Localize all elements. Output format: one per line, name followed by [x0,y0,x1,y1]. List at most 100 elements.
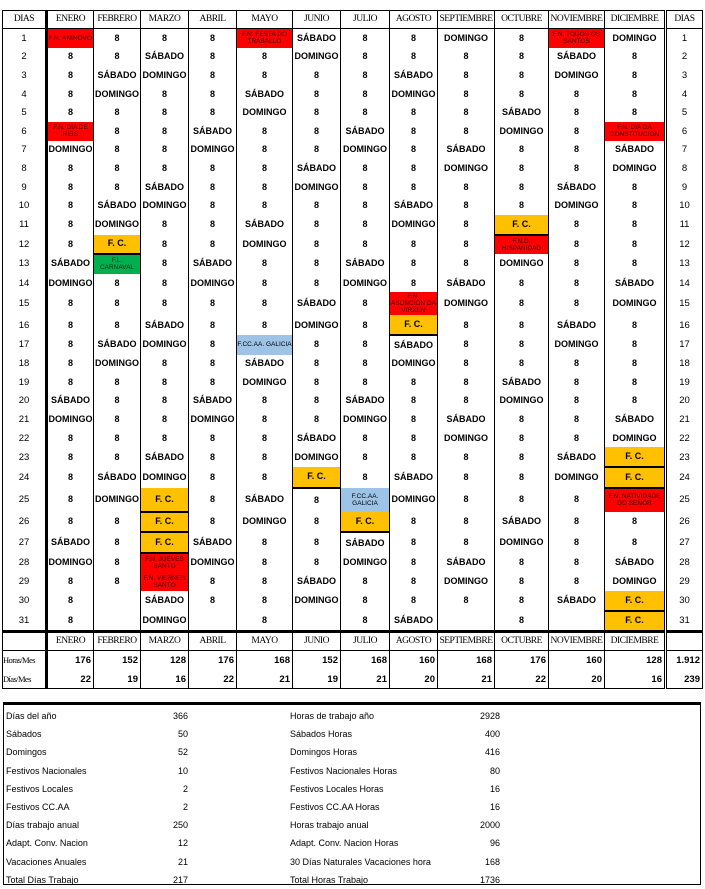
day-cell: SÁBADO [389,610,438,632]
day-cell: DOMINGO [292,591,341,611]
day-cell: 8 [340,334,390,355]
month-header-row: DIAS ENERO FEBRERO MARZO ABRIL MAYO JUNIO JULIO… [2,10,703,29]
day-cell: 8 [140,410,189,429]
day-cell: 8 [45,159,94,178]
day-cell: DOMINGO [93,354,141,374]
day-row: 30 8 SÁBADO 8 8 DOMINGO 8 8 8 8 SÁBADO F. C. 30 [2,591,703,612]
day-cell: DOMINGO [604,28,667,48]
day-cell: SÁBADO [340,121,390,141]
day-cell: DOMINGO [389,487,438,512]
day-row: 18 8 DOMINGO 8 8 SÁBADO 8 8 DOMINGO 8 8 8 8 18 [2,354,703,374]
day-cell: 8 [45,177,94,197]
day-cell: SÁBADO [292,292,341,316]
summary-label: Festivos CC.AA Horas [290,802,380,812]
day-number: 26 [2,511,47,533]
day-cell: 8 [340,66,390,85]
day-cell: 8 [494,66,549,85]
dias-value: 22 [494,669,549,690]
day-cell [188,610,237,632]
day-cell: 8 [188,66,237,85]
summary-value: 50 [177,729,188,740]
day-number: 7 [665,140,703,160]
day-cell: DOMINGO [494,532,549,553]
day-cell [548,610,605,632]
local-holiday-cell: F.L. CARNAVAL [93,254,141,274]
day-cell: DOMINGO [140,610,189,632]
day-cell: SÁBADO [236,487,293,512]
summary-label: Adapt. Conv. Nacion [6,838,88,849]
day-cell: SÁBADO [140,315,189,335]
day-cell: 8 [236,447,293,468]
day-cell: DOMINGO [292,47,341,67]
day-cell: 8 [437,354,495,374]
day-cell: 8 [437,391,495,411]
summary-value: 217 [172,874,188,885]
day-cell: DOMINGO [340,273,390,293]
company-holiday-cell: F. C. [292,467,341,489]
dias-value: 21 [437,669,495,690]
day-cell: 8 [140,428,189,448]
day-cell: 8 [236,66,293,85]
day-cell: 8 [389,254,438,274]
day-cell: DOMINGO [494,254,549,274]
day-cell: 8 [140,391,189,411]
day-cell: SÁBADO [93,196,141,215]
day-cell: 8 [188,467,237,488]
day-cell: DOMINGO [140,196,189,215]
day-cell: 8 [340,177,390,197]
month-header: OCTUBRE [494,630,549,652]
horas-value: 128 [604,650,667,670]
day-cell: 8 [389,121,438,141]
national-holiday-cell: F.N.D. HISPANIDAD [494,234,549,255]
summary-value: 52 [177,747,188,758]
day-cell: 8 [140,121,189,141]
horas-value: 128 [140,650,189,670]
day-cell: DOMINGO [494,391,549,411]
day-cell: 8 [604,315,667,335]
day-cell: SÁBADO [236,84,293,104]
regional-holiday-cell: F.CC.AA. GALICIA [236,334,293,355]
day-cell: 8 [188,447,237,468]
day-number: 18 [665,354,703,374]
day-cell: SÁBADO [494,373,549,392]
day-number: 30 [2,591,47,611]
national-holiday-cell: F.N. FESTA DO TRABALLO [236,28,293,48]
day-cell: 8 [45,84,94,104]
day-cell: 8 [389,47,438,67]
summary-value: 2 [182,802,188,812]
day-cell: 8 [340,47,390,67]
day-cell: DOMINGO [548,196,605,215]
day-cell: 8 [494,447,549,468]
day-cell: 8 [140,214,189,235]
day-cell: DOMINGO [340,552,390,573]
day-number: 23 [665,447,703,468]
day-cell: 8 [548,234,605,255]
day-cell: 8 [236,410,293,429]
day-cell: 8 [604,334,667,355]
month-header: ABRIL [188,630,237,652]
day-cell: 8 [548,273,605,293]
day-cell: 8 [292,410,341,429]
day-number: 4 [2,84,47,104]
day-cell: 8 [45,591,94,611]
day-cell: 8 [140,140,189,160]
day-cell: SÁBADO [45,391,94,411]
summary-label: Días del año [6,711,57,721]
summary-value: 2000 [479,820,500,831]
horas-value: 168 [236,650,293,670]
day-row: 16 8 8 SÁBADO 8 8 DOMINGO 8 F. C. 8 8 SÁBADO 8 16 [2,315,703,336]
day-cell: DOMINGO [548,467,605,488]
day-row: 26 8 8 F. C. 8 DOMINGO 8 F. C. 8 8 SÁBADO 8 8 26 [2,511,703,534]
day-cell: 8 [389,140,438,160]
day-cell: 8 [437,103,495,122]
company-holiday-cell: F. C. [140,511,189,534]
day-cell: 8 [437,196,495,215]
day-cell: SÁBADO [548,177,605,197]
day-cell: 8 [548,214,605,235]
day-cell: DOMINGO [236,373,293,392]
day-cell: 8 [340,214,390,235]
day-cell: 8 [389,591,438,611]
day-cell: 8 [45,292,94,316]
day-cell: 8 [389,103,438,122]
day-cell [437,610,495,632]
